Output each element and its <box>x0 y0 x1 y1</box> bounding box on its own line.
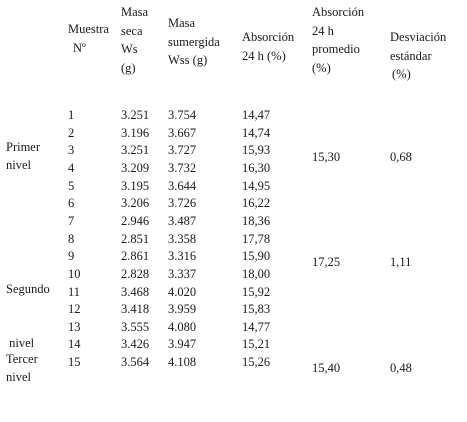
group-label-line: Tercer <box>6 352 38 366</box>
cell-muestra: 7 <box>68 213 75 228</box>
cell-absorcion: 15,90 <box>242 249 271 264</box>
cell-absorcion: 18,00 <box>242 266 271 281</box>
header-absorcion-line: Absorción <box>242 30 295 44</box>
header-desviacion-line: Desviación <box>390 30 447 44</box>
header-absorcion-promedio-line: promedio <box>312 42 360 56</box>
cell-masa-seca: 3.426 <box>121 337 150 352</box>
header-masa-seca-line: seca <box>121 23 143 38</box>
cell-masa-seca: 3.468 <box>121 284 150 299</box>
header-desviacion-line: (%) <box>392 67 411 81</box>
cell-absorcion: 17,78 <box>242 231 271 246</box>
cell-absorcion: 15,93 <box>242 143 271 158</box>
header-desviacion: Desviación estándar (%) <box>390 28 446 84</box>
cell-muestra: 10 <box>68 266 81 281</box>
header-masa-seca: Masa seca Ws (g) <box>121 3 148 77</box>
header-masa-sumergida-line: Masa <box>168 16 196 30</box>
group-label-primer: Primer nivel <box>6 138 40 174</box>
cell-muestra: 4 <box>68 160 75 175</box>
cell-muestra: 9 <box>68 249 75 264</box>
group-promedio: 15,40 <box>312 361 341 375</box>
header-absorcion: Absorción 24 h (%) <box>242 28 294 65</box>
cell-muestra: 1 <box>68 108 75 122</box>
header-absorcion-promedio-line: Absorción <box>312 5 365 19</box>
cell-masa-seca: 3.555 <box>121 319 150 334</box>
header-masa-sumergida: Masa sumergida Wss (g) <box>168 14 220 70</box>
cell-masa-sumergida: 3.947 <box>168 337 197 352</box>
header-muestra: Muestra Nº <box>68 20 109 57</box>
header-muestra-line: Muestra <box>68 22 109 36</box>
cell-masa-sumergida: 3.337 <box>168 266 197 281</box>
cell-masa-seca: 2.851 <box>121 231 150 246</box>
cell-muestra: 6 <box>68 196 75 211</box>
cell-masa-seca: 3.195 <box>121 178 150 193</box>
cell-muestra: 14 <box>68 337 81 352</box>
cell-absorcion: 15,92 <box>242 284 271 299</box>
header-absorcion-promedio: Absorción 24 h promedio (%) <box>312 3 364 77</box>
cell-masa-sumergida: 3.358 <box>168 231 197 246</box>
cell-masa-seca: 3.209 <box>121 160 150 175</box>
header-absorcion-promedio-line: 24 h <box>312 23 334 38</box>
cell-masa-seca: 3.251 <box>121 143 150 158</box>
group-label-line: nivel <box>6 336 35 350</box>
header-absorcion-promedio-line: (%) <box>312 60 331 75</box>
cell-muestra: 13 <box>68 319 81 334</box>
cell-muestra: 11 <box>68 284 81 299</box>
cell-masa-sumergida: 3.644 <box>168 178 197 193</box>
cell-absorcion: 15,21 <box>242 337 271 352</box>
cell-masa-sumergida: 4.080 <box>168 319 197 334</box>
cell-muestra: 12 <box>68 302 81 317</box>
group-desviacion: 0,68 <box>390 150 412 164</box>
header-masa-seca-line: Masa <box>121 5 149 19</box>
cell-absorcion: 14,77 <box>242 319 271 334</box>
header-masa-sumergida-line: Wss (g) <box>168 53 208 67</box>
cell-masa-sumergida: 3.959 <box>168 302 197 317</box>
cell-absorcion: 15,83 <box>242 302 271 317</box>
cell-absorcion: 16,22 <box>242 196 271 211</box>
cell-muestra: 3 <box>68 143 75 158</box>
header-absorcion-line: 24 h (%) <box>242 48 286 63</box>
group-label-line: nivel <box>6 158 31 172</box>
group-label-line: nivel <box>6 370 31 384</box>
cell-masa-seca: 3.564 <box>121 355 150 370</box>
cell-absorcion: 14,95 <box>242 178 271 193</box>
group-label-line: Segundo <box>6 282 50 296</box>
cell-absorcion: 14,74 <box>242 125 271 140</box>
cell-masa-sumergida: 3.732 <box>168 160 197 175</box>
group-desviacion: 0,48 <box>390 361 412 375</box>
cell-masa-seca: 3.206 <box>121 196 150 211</box>
group-promedio: 15,30 <box>312 150 341 164</box>
header-desviacion-line: estándar <box>390 48 432 63</box>
cell-masa-sumergida: 3.727 <box>168 143 197 158</box>
group-label-line: Primer <box>6 140 41 154</box>
cell-masa-sumergida: 4.108 <box>168 355 197 370</box>
cell-masa-seca: 3.196 <box>121 125 150 140</box>
cell-muestra: 8 <box>68 231 75 246</box>
cell-muestra: 2 <box>68 125 75 140</box>
cell-absorcion: 14,47 <box>242 108 271 122</box>
cell-masa-seca: 2.861 <box>121 249 150 264</box>
cell-masa-seca: 2.828 <box>121 266 150 281</box>
header-masa-seca-line: Ws <box>121 42 138 56</box>
header-masa-sumergida-line: sumergida <box>168 34 220 49</box>
cell-masa-seca: 3.251 <box>121 108 150 122</box>
cell-masa-seca: 2.946 <box>121 213 150 228</box>
cell-absorcion: 18,36 <box>242 213 271 228</box>
cell-muestra: 5 <box>68 178 75 193</box>
header-masa-seca-line: (g) <box>121 60 136 75</box>
cell-absorcion: 15,26 <box>242 355 271 370</box>
group-label-tercer: Tercer nivel <box>6 350 38 386</box>
cell-masa-sumergida: 3.667 <box>168 125 197 140</box>
group-label-segundo: Segundo nivel <box>6 244 50 370</box>
group-promedio: 17,25 <box>312 255 341 269</box>
cell-absorcion: 16,30 <box>242 160 271 175</box>
cell-masa-sumergida: 4.020 <box>168 284 197 299</box>
cell-masa-sumergida: 3.487 <box>168 213 197 228</box>
cell-masa-seca: 3.418 <box>121 302 150 317</box>
cell-masa-sumergida: 3.726 <box>168 196 197 211</box>
group-desviacion: 1,11 <box>390 255 412 269</box>
cell-muestra: 15 <box>68 355 81 370</box>
header-muestra-line: Nº <box>73 40 86 55</box>
cell-masa-sumergida: 3.316 <box>168 249 197 264</box>
cell-masa-sumergida: 3.754 <box>168 108 197 122</box>
